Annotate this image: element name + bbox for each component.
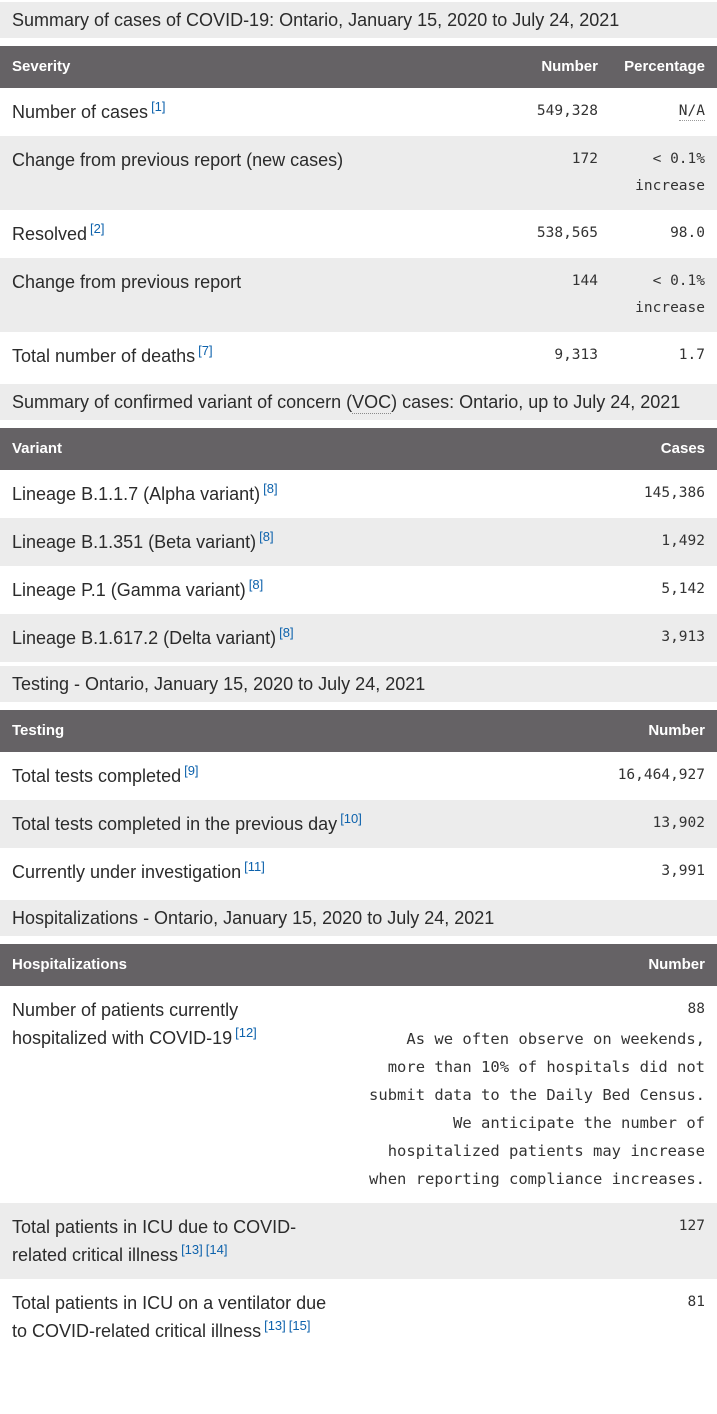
footnote-link-15[interactable]: [15] [288, 1318, 311, 1333]
cases-summary-title: Summary of cases of COVID-19: Ontario, J… [0, 2, 717, 38]
row-value: 3,913 [661, 629, 705, 645]
row-value: 5,142 [661, 581, 705, 597]
row-label: Total tests completed in the previous da… [12, 814, 338, 834]
row-label: Number of patients currently hospitalize… [12, 1000, 239, 1048]
table-row-resolved: Resolved [2] 538,565 98.0 [0, 210, 717, 258]
table-row-total-deaths: Total number of deaths [7] 9,313 1.7 [0, 332, 717, 380]
row-label: Total patients in ICU due to COVID-relat… [12, 1217, 297, 1265]
row-percentage: 1.7 [678, 347, 705, 363]
row-value: 13,902 [652, 815, 705, 831]
table-row-under-investigation: Currently under investigation [11] 3,991 [0, 848, 717, 896]
testing-table-header: Testing Number [0, 710, 717, 752]
table-row-icu-ventilator: Total patients in ICU on a ventilator du… [0, 1279, 717, 1355]
footnote-link-9[interactable]: [9] [184, 763, 199, 778]
table-row-change-new-cases: Change from previous report (new cases) … [0, 136, 717, 210]
hospitalizations-section: Hospitalizations - Ontario, January 15, … [0, 900, 717, 1355]
footnote-link-13[interactable]: [13] [181, 1242, 203, 1257]
footnote-link-8[interactable]: [8] [279, 625, 294, 640]
row-label: Total number of deaths [12, 346, 196, 366]
table-row-delta: Lineage B.1.617.2 (Delta variant) [8] 3,9… [0, 614, 717, 662]
row-label: Lineage B.1.617.2 (Delta variant) [12, 628, 277, 648]
row-label: Change from previous report [12, 272, 242, 292]
testing-section: Testing - Ontario, January 15, 2020 to J… [0, 666, 717, 896]
footnote-link-8[interactable]: [8] [248, 577, 264, 592]
col-variant: Variant [12, 440, 63, 457]
col-percentage: Percentage [624, 58, 705, 75]
cases-summary-section: Summary of cases of COVID-19: Ontario, J… [0, 2, 717, 380]
col-number: Number [648, 956, 705, 973]
footnote-link-7[interactable]: [7] [198, 343, 213, 358]
row-label: Total patients in ICU on a ventilator du… [12, 1293, 327, 1341]
row-label: Number of cases [12, 102, 149, 122]
row-label: Lineage B.1.1.7 (Alpha variant) [12, 484, 261, 504]
row-value: 127 [678, 1218, 705, 1234]
table-row-beta: Lineage B.1.351 (Beta variant) [8] 1,492 [0, 518, 717, 566]
row-label: Resolved [12, 224, 88, 244]
testing-title: Testing - Ontario, January 15, 2020 to J… [0, 666, 717, 702]
col-cases: Cases [660, 440, 705, 457]
hospitalizations-table-header: Hospitalizations Number [0, 944, 717, 986]
row-number: 549,328 [536, 103, 598, 119]
footnote-link-1[interactable]: [1] [151, 99, 166, 114]
row-percentage: 98.0 [670, 225, 705, 241]
row-number: 144 [571, 273, 598, 289]
footnote-link-13[interactable]: [13] [264, 1318, 286, 1333]
na-abbr: N/A [678, 103, 705, 121]
table-row-tests-previous-day: Total tests completed in the previous da… [0, 800, 717, 848]
row-value: 81 [687, 1294, 705, 1310]
row-percentage: < 0.1% increase [635, 151, 705, 194]
hospitalizations-title: Hospitalizations - Ontario, January 15, … [0, 900, 717, 936]
row-number: 538,565 [536, 225, 598, 241]
col-hospitalizations: Hospitalizations [12, 956, 128, 973]
row-label: Total tests completed [12, 766, 182, 786]
row-label: Change from previous report (new cases) [12, 150, 344, 170]
voc-table-header: Variant Cases [0, 428, 717, 470]
col-number: Number [648, 722, 705, 739]
voc-abbr: VOC [352, 392, 392, 414]
footnote-link-11[interactable]: [11] [244, 859, 265, 874]
footnote-link-8[interactable]: [8] [263, 481, 278, 496]
row-label: Lineage B.1.351 (Beta variant) [12, 532, 257, 552]
voc-summary-title: Summary of confirmed variant of concern … [0, 384, 717, 420]
row-number: 9,313 [554, 347, 598, 363]
row-value: 88 [687, 1001, 705, 1017]
table-row-total-tests: Total tests completed [9] 16,464,927 [0, 752, 717, 800]
cases-table-header: Severity Number Percentage [0, 46, 717, 88]
footnote-link-10[interactable]: [10] [340, 811, 362, 826]
row-label: Lineage P.1 (Gamma variant) [12, 580, 246, 600]
footnote-link-2[interactable]: [2] [90, 221, 105, 236]
bed-census-note: As we often observe on weekends, more th… [369, 1030, 705, 1188]
row-value: 145,386 [643, 485, 705, 501]
voc-summary-section: Summary of confirmed variant of concern … [0, 384, 717, 662]
row-percentage: < 0.1% increase [635, 273, 705, 316]
row-value: 1,492 [661, 533, 705, 549]
row-number: 172 [571, 151, 598, 167]
row-value: 3,991 [661, 863, 705, 879]
footnote-link-12[interactable]: [12] [235, 1025, 257, 1040]
table-row-hospitalized: Number of patients currently hospitalize… [0, 986, 717, 1203]
col-severity: Severity [12, 58, 71, 75]
col-testing: Testing [12, 722, 65, 739]
table-row-number-of-cases: Number of cases [1] 549,328 N/A [0, 88, 717, 136]
footnote-link-14[interactable]: [14] [205, 1242, 228, 1257]
col-number: Number [541, 58, 598, 75]
row-value: 16,464,927 [617, 767, 705, 783]
table-row-alpha: Lineage B.1.1.7 (Alpha variant) [8] 145,3… [0, 470, 717, 518]
table-row-gamma: Lineage P.1 (Gamma variant) [8] 5,142 [0, 566, 717, 614]
row-label: Currently under investigation [12, 862, 242, 882]
table-row-icu: Total patients in ICU due to COVID-relat… [0, 1203, 717, 1279]
table-row-change-previous: Change from previous report 144 < 0.1% i… [0, 258, 717, 332]
footnote-link-8[interactable]: [8] [259, 529, 274, 544]
